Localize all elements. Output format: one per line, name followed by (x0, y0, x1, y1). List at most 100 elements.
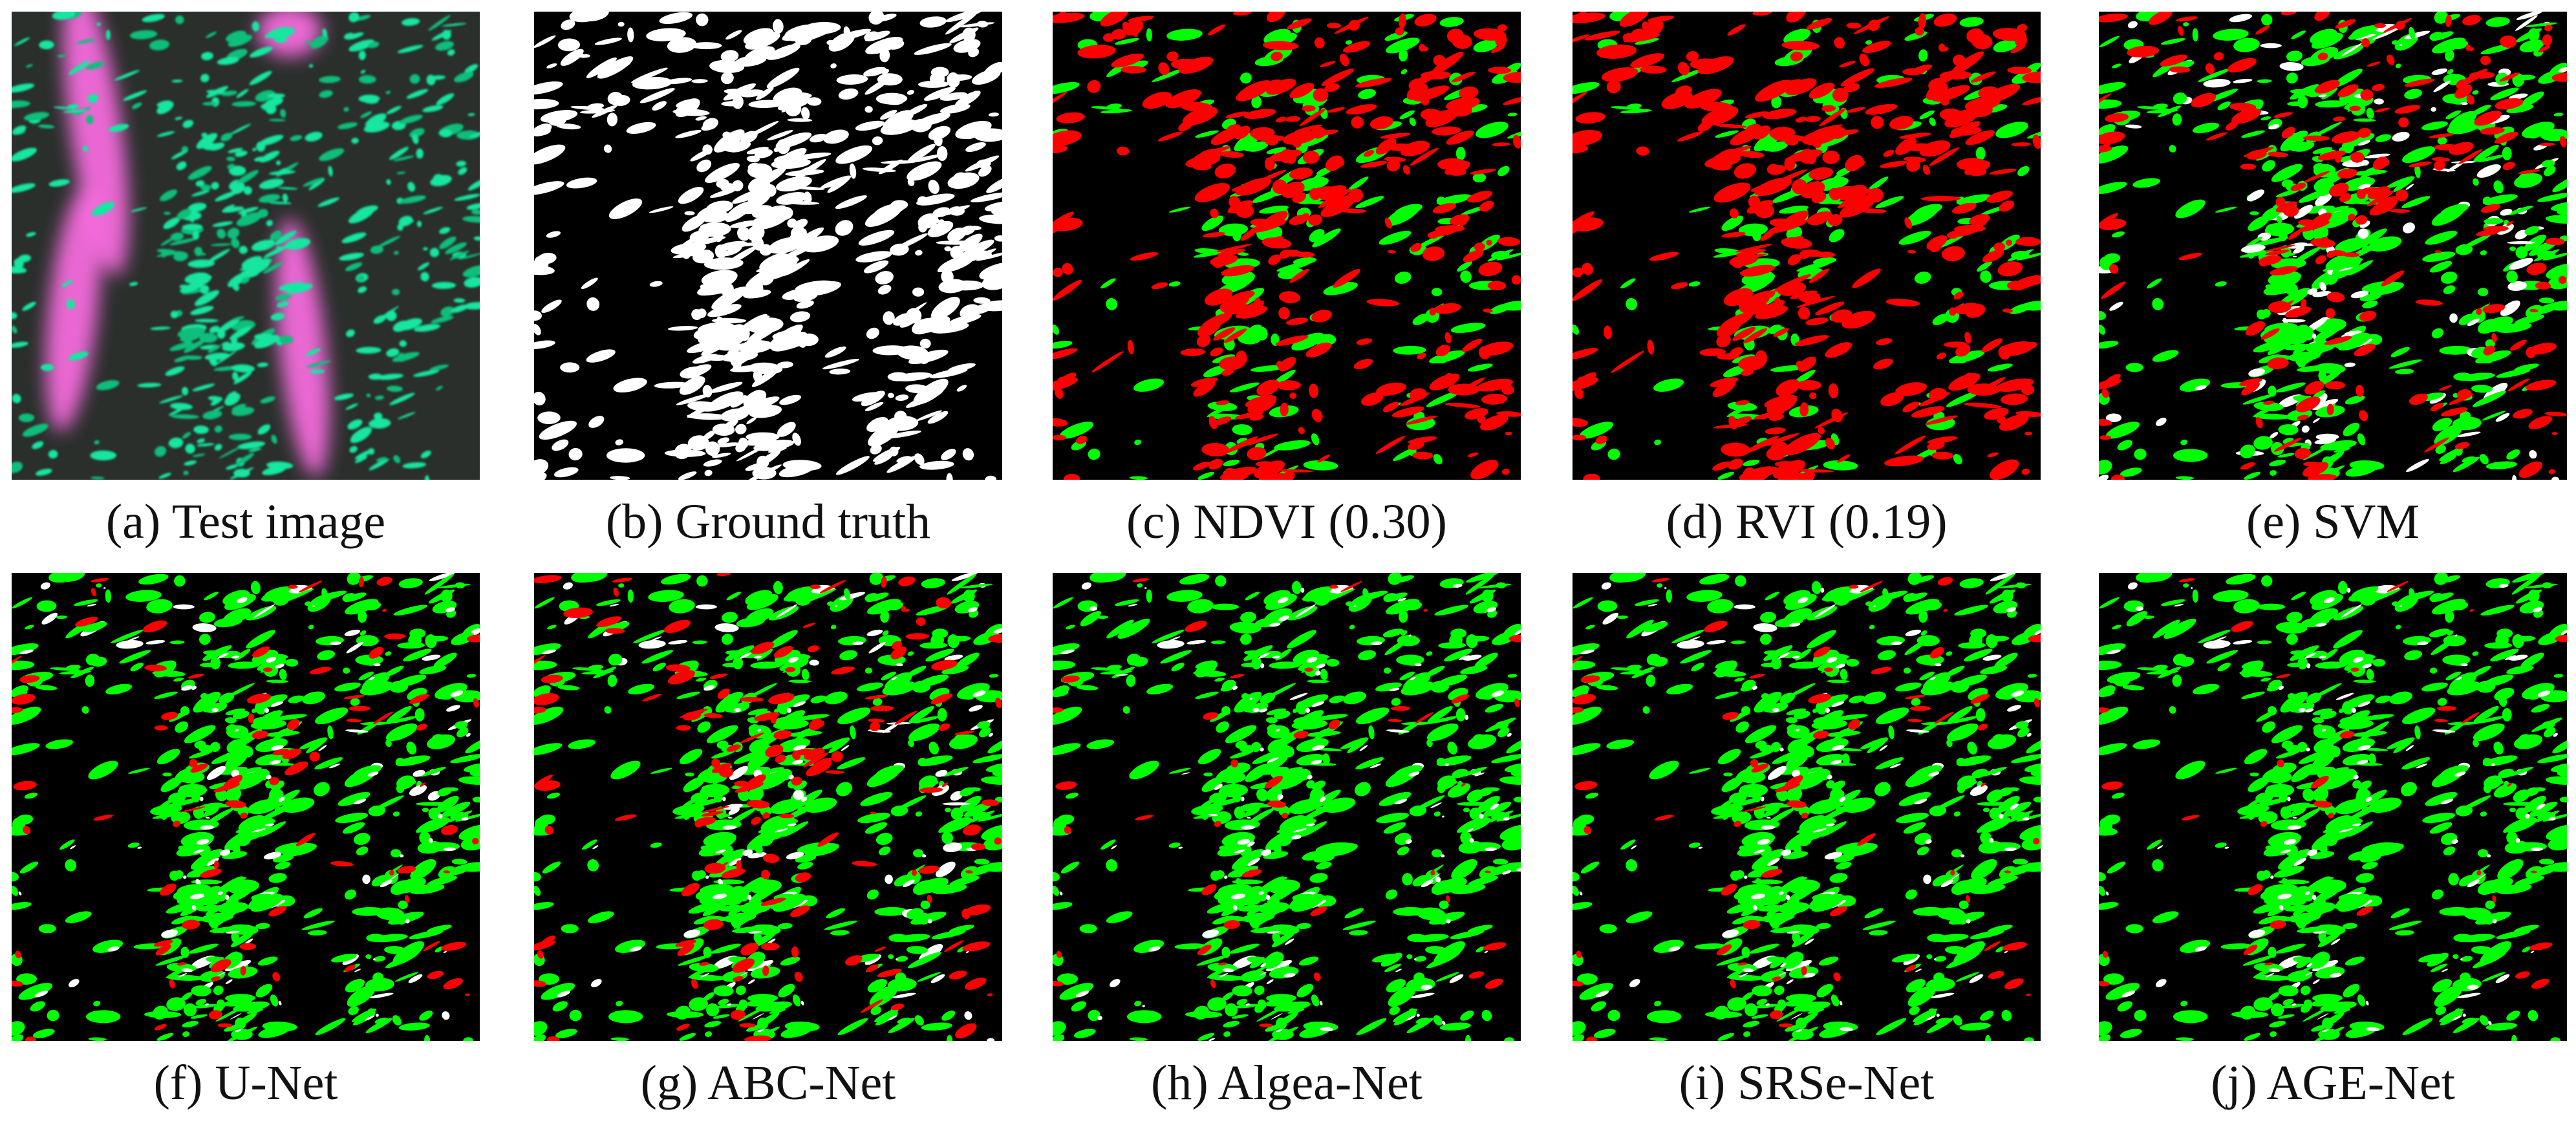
texture-patch (989, 674, 999, 678)
texture-patch (1263, 41, 1299, 50)
texture-patch (608, 654, 623, 666)
texture-patch (1317, 455, 1331, 463)
texture-patch (1414, 958, 1417, 961)
texture-patch (2225, 121, 2238, 131)
texture-patch (422, 105, 444, 112)
texture-patch (374, 1017, 389, 1024)
texture-patch (439, 129, 453, 138)
texture-patch (211, 959, 231, 972)
texture-patch (2409, 393, 2428, 405)
texture-patch (463, 763, 480, 773)
texture-patch (2326, 292, 2345, 303)
texture-patch (1898, 230, 1931, 245)
texture-patch (676, 725, 691, 731)
panel-f-unet (12, 573, 480, 1041)
caption-e: (e) SVM (2246, 495, 2420, 549)
texture-patch (1363, 150, 1375, 157)
texture-patch (1755, 80, 1793, 102)
texture-patch (2477, 155, 2505, 162)
texture-patch (2287, 141, 2306, 152)
texture-patch (2372, 83, 2385, 91)
texture-patch (2017, 166, 2030, 177)
texture-patch (1384, 640, 1407, 656)
texture-patch (1763, 433, 1799, 447)
texture-patch (1354, 590, 1388, 602)
texture-patch (1583, 473, 1600, 480)
texture-patch (1243, 645, 1273, 661)
texture-patch (785, 92, 812, 100)
texture-patch (2515, 15, 2538, 31)
texture-patch (1413, 972, 1425, 983)
texture-patch (1426, 952, 1460, 969)
texture-patch (1497, 166, 1510, 177)
texture-patch (458, 824, 480, 841)
texture-patch (1266, 951, 1279, 960)
texture-patch (225, 800, 246, 808)
texture-patch (1474, 772, 1485, 777)
texture-patch (2203, 79, 2231, 88)
texture-patch (1619, 12, 1649, 27)
texture-patch (746, 594, 778, 610)
texture-patch (1265, 894, 1271, 900)
texture-patch (1362, 588, 1369, 600)
texture-patch (1446, 130, 1474, 145)
texture-patch (2290, 182, 2306, 191)
texture-patch (931, 297, 960, 320)
texture-patch (2099, 475, 2109, 480)
texture-patch (160, 883, 177, 896)
texture-patch (446, 810, 473, 823)
texture-patch (2257, 79, 2272, 83)
texture-patch (1865, 40, 1873, 45)
texture-patch (1202, 929, 1219, 938)
texture-patch (194, 1003, 217, 1009)
texture-patch (2355, 215, 2368, 225)
texture-patch (1309, 188, 1321, 200)
texture-patch (908, 706, 934, 723)
texture-patch (201, 52, 213, 61)
texture-patch (740, 286, 755, 297)
texture-patch (2105, 422, 2140, 439)
texture-patch (1245, 395, 1277, 408)
texture-patch (268, 906, 287, 917)
texture-patch (2246, 149, 2267, 160)
texture-patch (2553, 112, 2564, 117)
texture-patch (1690, 58, 1722, 70)
texture-patch (1260, 963, 1267, 968)
texture-patch (1300, 213, 1310, 222)
texture-patch (2558, 67, 2567, 72)
texture-patch (1260, 692, 1276, 704)
texture-patch (224, 717, 237, 723)
texture-patch (925, 648, 954, 661)
texture-patch (399, 854, 404, 858)
texture-patch (2545, 237, 2565, 246)
texture-patch (429, 248, 440, 257)
texture-patch (1267, 724, 1277, 731)
texture-patch (12, 1021, 25, 1036)
texture-patch (169, 979, 175, 989)
texture-patch (1572, 217, 1604, 232)
texture-patch (1474, 242, 1485, 252)
texture-patch (1223, 920, 1240, 929)
texture-patch (171, 80, 183, 83)
texture-patch (180, 332, 200, 342)
texture-patch (1825, 438, 1835, 450)
texture-patch (1285, 317, 1309, 325)
texture-patch (614, 814, 637, 821)
texture-patch (1435, 345, 1450, 357)
texture-patch (380, 879, 392, 888)
texture-patch (1666, 589, 1672, 603)
texture-patch (1312, 228, 1341, 248)
texture-patch (1894, 435, 1926, 455)
texture-patch (1807, 249, 1819, 256)
texture-patch (1501, 384, 1514, 395)
texture-patch (747, 960, 774, 972)
texture-patch (1053, 91, 1068, 111)
texture-patch (1203, 712, 1219, 720)
texture-patch (1397, 597, 1406, 602)
texture-patch (461, 817, 469, 821)
texture-patch (822, 358, 859, 370)
texture-patch (711, 777, 718, 785)
texture-patch (2524, 226, 2540, 235)
texture-patch (2457, 389, 2472, 400)
texture-patch (2512, 475, 2517, 480)
